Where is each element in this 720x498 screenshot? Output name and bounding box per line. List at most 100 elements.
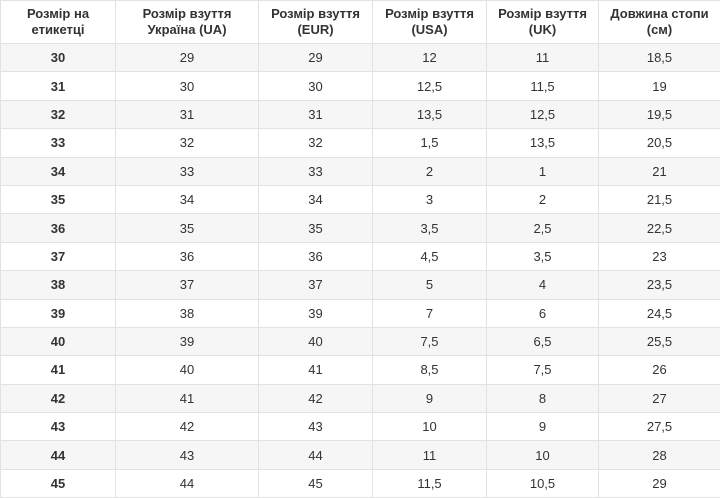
table-cell: 37 <box>115 270 259 300</box>
table-cell: 40 <box>115 355 259 385</box>
table-cell: 12 <box>372 42 487 73</box>
table-cell: 36 <box>115 241 259 272</box>
table-row: 33 32 32 1,5 13,5 20,5 <box>0 128 720 158</box>
table-cell: 29 <box>598 468 720 498</box>
table-cell: 45 <box>258 468 373 498</box>
table-cell: 44 <box>115 468 259 498</box>
table-cell: 7,5 <box>372 326 487 357</box>
table-cell: 19 <box>598 71 720 101</box>
table-cell: 40 <box>0 326 116 357</box>
table-row: 45 44 45 11,5 10,5 29 <box>0 468 720 498</box>
table-row: 30 29 29 12 11 18,5 <box>0 42 720 73</box>
table-cell: 35 <box>258 213 373 243</box>
table-row: 38 37 37 5 4 23,5 <box>0 270 720 300</box>
table-cell: 39 <box>0 298 116 328</box>
table-cell: 2 <box>372 156 487 186</box>
table-cell: 18,5 <box>598 42 720 73</box>
table-cell: 10,5 <box>486 468 599 498</box>
table-cell: 11 <box>486 42 599 73</box>
table-cell: 41 <box>0 355 116 385</box>
table-cell: 3 <box>372 184 487 215</box>
table-cell: 9 <box>486 412 599 442</box>
table-cell: 8,5 <box>372 355 487 385</box>
table-cell: 5 <box>372 270 487 300</box>
table-cell: 29 <box>258 42 373 73</box>
table-row: 37 36 36 4,5 3,5 23 <box>0 241 720 272</box>
table-cell: 33 <box>0 128 116 158</box>
table-cell: 11,5 <box>372 468 487 498</box>
header-cell: Розмір взуття Україна (UA) <box>115 0 259 44</box>
table-cell: 31 <box>0 71 116 101</box>
table-cell: 7,5 <box>486 355 599 385</box>
table-cell: 3,5 <box>486 241 599 272</box>
table-cell: 23,5 <box>598 270 720 300</box>
table-cell: 1,5 <box>372 128 487 158</box>
table-cell: 10 <box>486 440 599 470</box>
table-cell: 32 <box>115 128 259 158</box>
table-cell: 30 <box>115 71 259 101</box>
table-cell: 30 <box>258 71 373 101</box>
table-cell: 9 <box>372 383 487 414</box>
header-cell: Довжина стопи (см) <box>598 0 720 44</box>
table-row: 40 39 40 7,5 6,5 25,5 <box>0 326 720 357</box>
table-cell: 44 <box>258 440 373 470</box>
table-cell: 27,5 <box>598 412 720 442</box>
table-cell: 45 <box>0 468 116 498</box>
table-cell: 37 <box>0 241 116 272</box>
table-cell: 6,5 <box>486 326 599 357</box>
table-cell: 32 <box>0 99 116 130</box>
header-row: Розмір на етикетці Розмір взуття Україна … <box>0 0 720 44</box>
table-cell: 25,5 <box>598 326 720 357</box>
table-cell: 36 <box>258 241 373 272</box>
table-cell: 33 <box>258 156 373 186</box>
table-cell: 29 <box>115 42 259 73</box>
table-cell: 31 <box>115 99 259 130</box>
table-cell: 43 <box>258 412 373 442</box>
table-row: 42 41 42 9 8 27 <box>0 383 720 414</box>
table-cell: 34 <box>115 184 259 215</box>
table-cell: 11,5 <box>486 71 599 101</box>
table-body: 30 29 29 12 11 18,5 31 30 30 12,5 11,5 19 32 31 31 13,5… <box>0 42 720 498</box>
table-cell: 10 <box>372 412 487 442</box>
table-cell: 1 <box>486 156 599 186</box>
table-row: 44 43 44 11 10 28 <box>0 440 720 470</box>
table-cell: 36 <box>0 213 116 243</box>
table-cell: 38 <box>0 270 116 300</box>
table-cell: 44 <box>0 440 116 470</box>
table-row: 32 31 31 13,5 12,5 19,5 <box>0 99 720 130</box>
table-cell: 35 <box>0 184 116 215</box>
table-row: 31 30 30 12,5 11,5 19 <box>0 71 720 101</box>
header-cell: Розмір взуття (USA) <box>372 0 487 44</box>
table-cell: 43 <box>0 412 116 442</box>
table-cell: 23 <box>598 241 720 272</box>
table-row: 41 40 41 8,5 7,5 26 <box>0 355 720 385</box>
table-cell: 21 <box>598 156 720 186</box>
table-cell: 35 <box>115 213 259 243</box>
table-cell: 26 <box>598 355 720 385</box>
table-cell: 3,5 <box>372 213 487 243</box>
table-cell: 13,5 <box>486 128 599 158</box>
table-cell: 24,5 <box>598 298 720 328</box>
table-cell: 38 <box>115 298 259 328</box>
header-cell: Розмір взуття (UK) <box>486 0 599 44</box>
table-cell: 42 <box>0 383 116 414</box>
table-cell: 33 <box>115 156 259 186</box>
table-cell: 30 <box>0 42 116 73</box>
table-cell: 39 <box>115 326 259 357</box>
table-row: 39 38 39 7 6 24,5 <box>0 298 720 328</box>
table-cell: 12,5 <box>372 71 487 101</box>
table-cell: 4,5 <box>372 241 487 272</box>
table-row: 36 35 35 3,5 2,5 22,5 <box>0 213 720 243</box>
table-cell: 28 <box>598 440 720 470</box>
table-cell: 41 <box>115 383 259 414</box>
table-cell: 40 <box>258 326 373 357</box>
table-cell: 6 <box>486 298 599 328</box>
table-cell: 2,5 <box>486 213 599 243</box>
table-cell: 21,5 <box>598 184 720 215</box>
table-cell: 2 <box>486 184 599 215</box>
table-cell: 27 <box>598 383 720 414</box>
table-cell: 12,5 <box>486 99 599 130</box>
table-cell: 4 <box>486 270 599 300</box>
table-row: 35 34 34 3 2 21,5 <box>0 184 720 215</box>
table-cell: 31 <box>258 99 373 130</box>
